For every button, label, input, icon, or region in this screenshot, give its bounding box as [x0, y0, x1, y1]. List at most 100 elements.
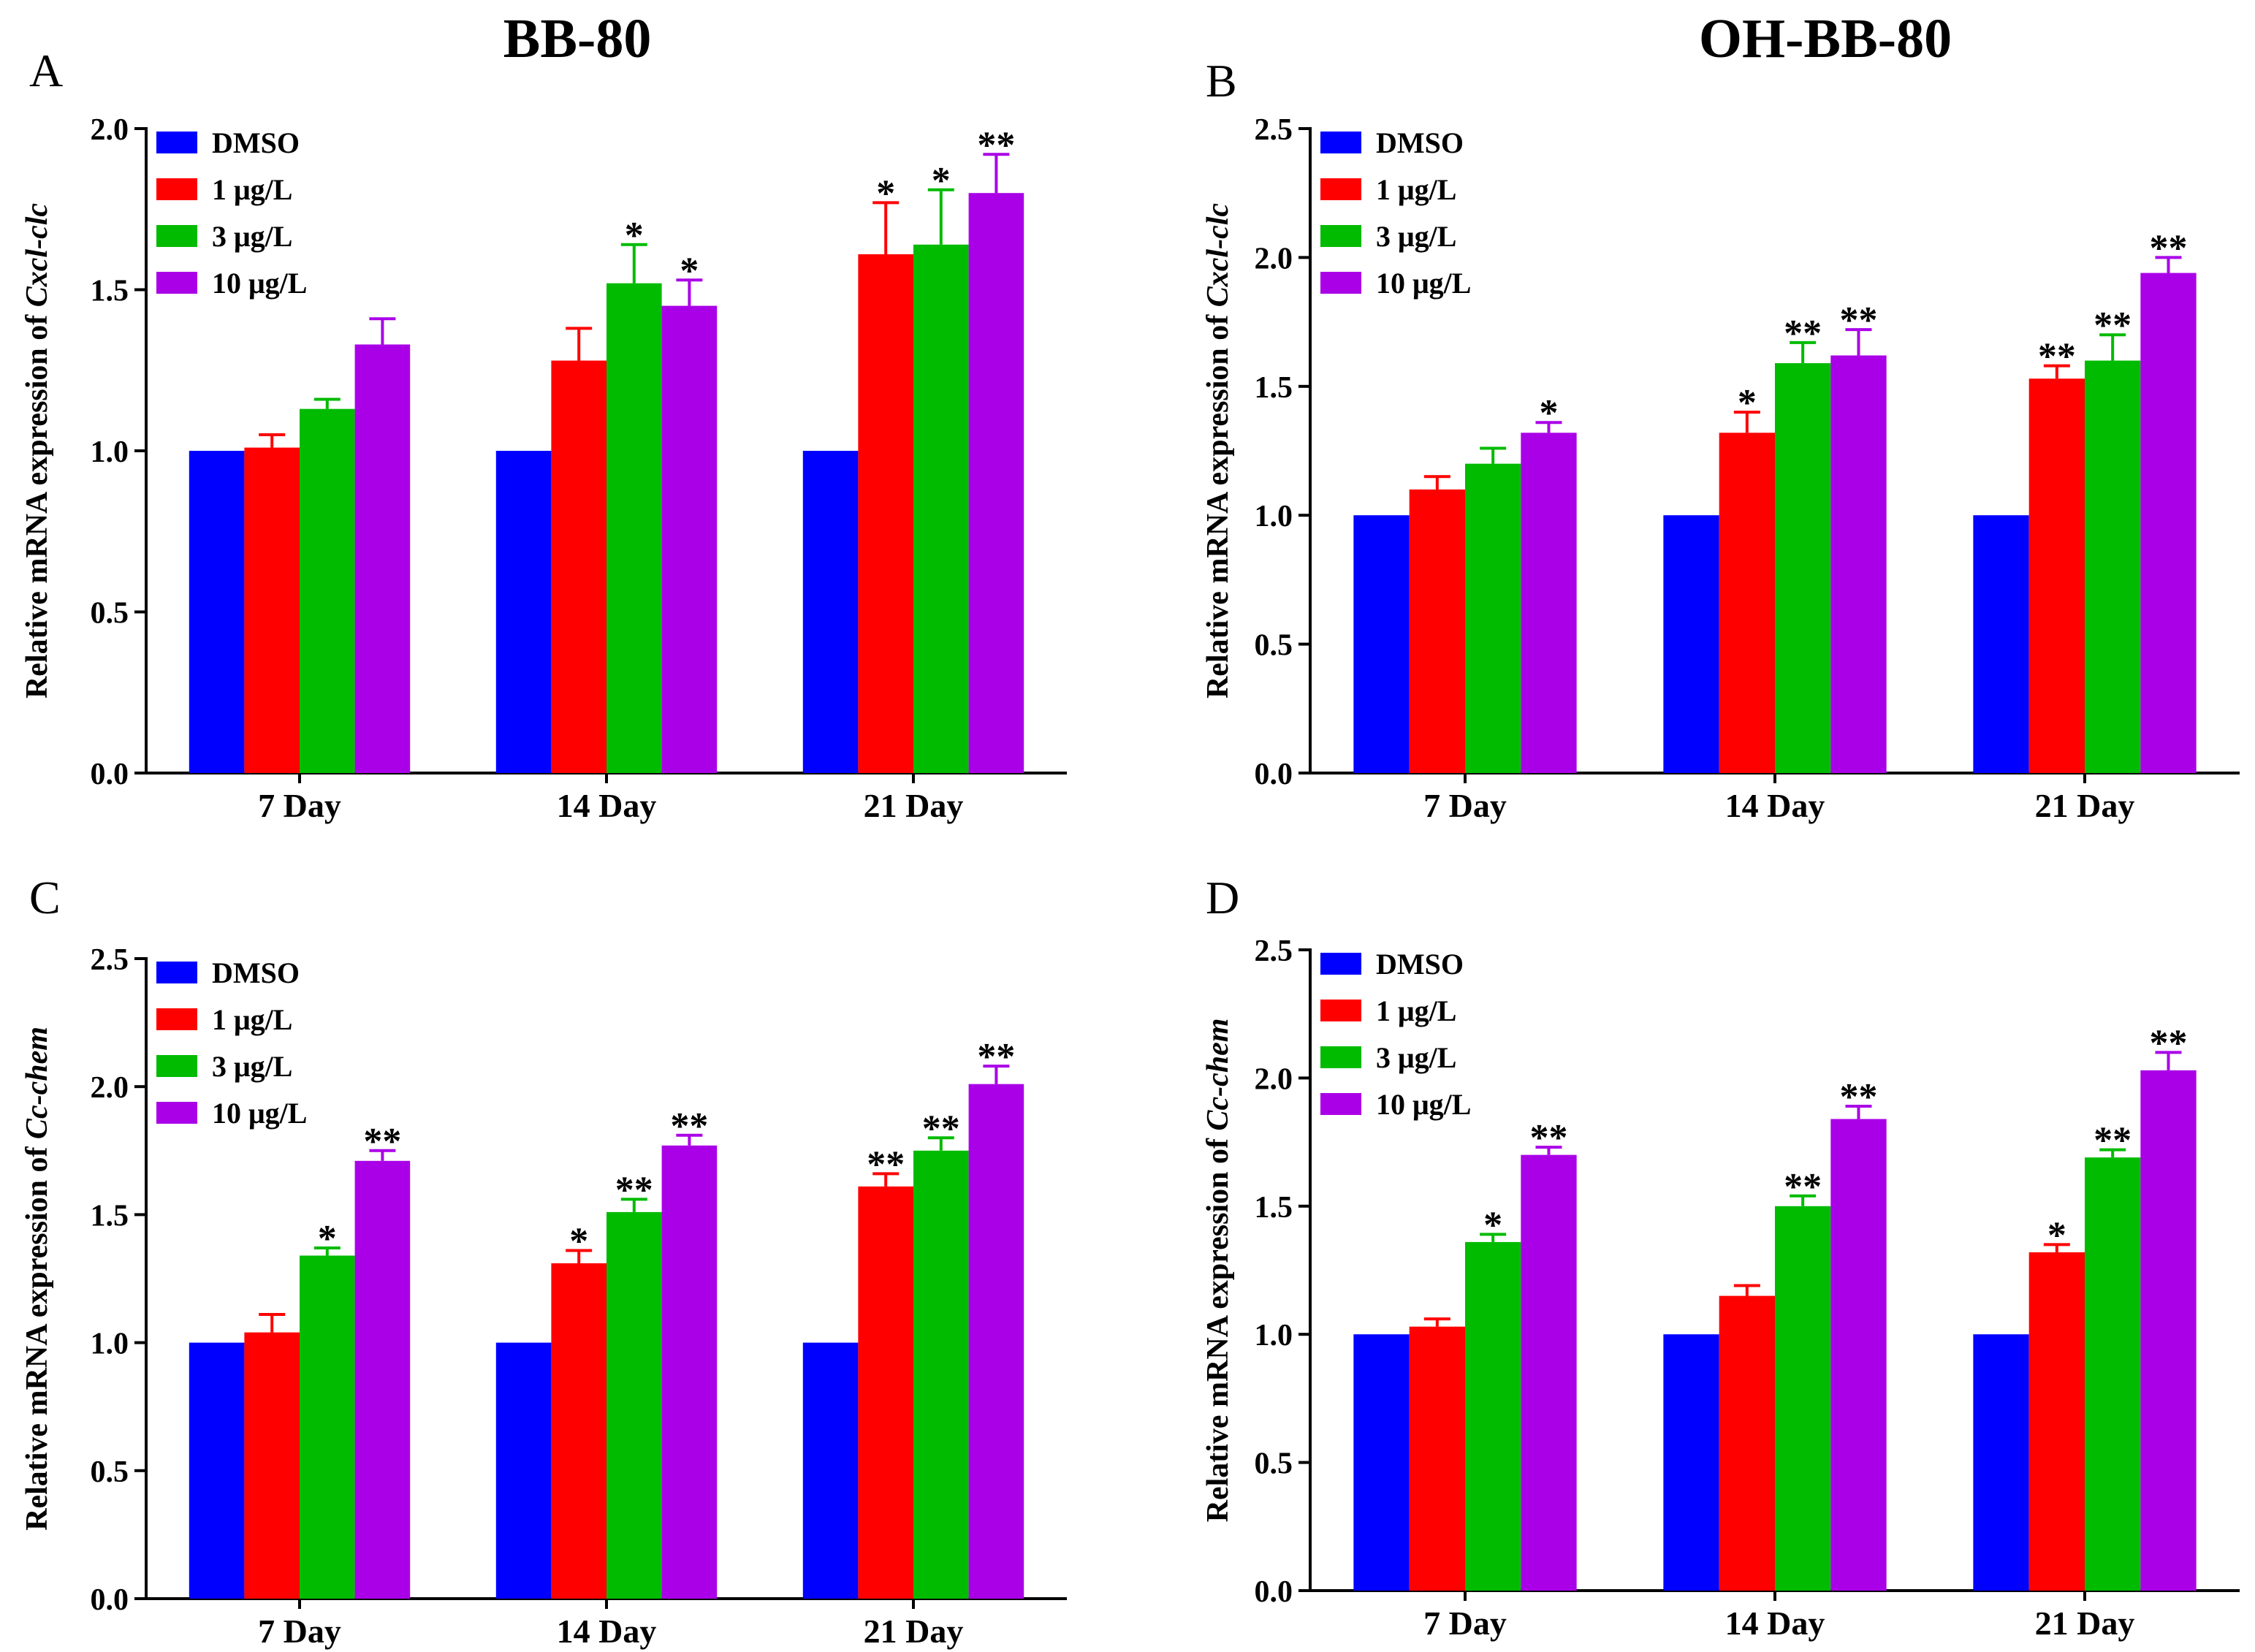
bar — [244, 1333, 300, 1599]
legend-label: DMSO — [212, 956, 300, 989]
y-axis-label: Relative mRNA expression of Cc-chem — [1201, 1019, 1235, 1523]
bar — [1521, 433, 1576, 773]
legend-swatch — [1320, 225, 1361, 247]
significance-marker: ** — [670, 1105, 708, 1147]
significance-marker: ** — [1784, 313, 1822, 354]
y-tick-label: 1.5 — [91, 1199, 129, 1233]
x-tick-label: 21 Day — [2035, 1605, 2135, 1642]
y-tick-label: 2.0 — [91, 113, 129, 147]
bar — [189, 1343, 245, 1599]
significance-marker: * — [625, 215, 644, 256]
significance-marker: * — [680, 250, 699, 292]
x-tick-label: 14 Day — [557, 787, 657, 824]
significance-marker: ** — [2149, 227, 2187, 269]
legend-label: 3 μg/L — [212, 220, 292, 253]
bar — [1719, 433, 1775, 773]
bar — [1830, 355, 1886, 773]
bar — [913, 1151, 969, 1599]
significance-marker: * — [1539, 392, 1558, 434]
legend-label: 1 μg/L — [1376, 994, 1456, 1027]
y-tick-label: 0.0 — [1255, 758, 1293, 791]
significance-marker: ** — [2038, 336, 2076, 378]
y-tick-label: 1.5 — [1255, 371, 1293, 405]
legend-swatch — [156, 1055, 197, 1077]
significance-marker: ** — [1839, 1076, 1877, 1118]
chart-panel-c: C Relative mRNA expression of Cc-chem 0.0 0… — [20, 872, 1067, 1650]
legend-label: DMSO — [212, 126, 300, 159]
x-tick-label: 14 Day — [557, 1613, 657, 1650]
significance-marker: ** — [1529, 1117, 1567, 1159]
bar — [496, 451, 552, 773]
y-tick-label: 0.5 — [91, 597, 129, 631]
significance-marker: * — [876, 172, 895, 214]
legend-swatch — [156, 132, 197, 153]
significance-marker: ** — [977, 124, 1015, 166]
legend-label: 10 μg/L — [212, 267, 307, 300]
y-tick-label: 1.5 — [1255, 1191, 1293, 1225]
x-tick-label: 7 Day — [258, 787, 341, 824]
significance-marker: ** — [867, 1143, 905, 1185]
x-tick-label: 7 Day — [1423, 1605, 1507, 1642]
bar — [1353, 1334, 1409, 1591]
y-tick-label: 2.5 — [1255, 113, 1293, 147]
bar — [2029, 1252, 2085, 1591]
legend-swatch — [156, 962, 197, 983]
legend-label: 1 μg/L — [212, 1003, 292, 1036]
significance-marker: ** — [2094, 1120, 2132, 1162]
panels: A Relative mRNA expression of Cxcl-clc 0.0… — [20, 45, 2240, 1650]
significance-marker: ** — [363, 1121, 401, 1162]
legend-swatch — [1320, 272, 1361, 294]
legend-label: DMSO — [1376, 948, 1464, 981]
y-axis-label: Relative mRNA expression of Cxcl-clc — [1201, 203, 1235, 699]
legend: DMSO 1 μg/L 3 μg/L 10 μg/L — [1320, 126, 1471, 300]
legend-label: 3 μg/L — [212, 1050, 292, 1083]
bar — [858, 1187, 913, 1599]
bar — [1410, 1327, 1465, 1591]
column-title-bb80: BB-80 — [503, 8, 652, 69]
significance-marker: * — [318, 1218, 337, 1260]
y-tick-label: 2.0 — [1255, 242, 1293, 275]
legend-label: 10 μg/L — [1376, 267, 1471, 300]
y-tick-label: 0.0 — [91, 1583, 129, 1617]
bar — [2140, 273, 2196, 773]
bar — [2029, 378, 2085, 773]
y-tick-label: 1.0 — [1255, 1319, 1293, 1352]
bar — [1775, 1206, 1830, 1591]
significance-marker: * — [1738, 382, 1757, 424]
y-tick-label: 0.5 — [1255, 629, 1293, 663]
bar — [969, 193, 1024, 773]
bar — [1830, 1119, 1886, 1591]
bar — [606, 283, 662, 773]
bar — [300, 409, 355, 773]
bar — [189, 451, 245, 773]
bar — [551, 361, 606, 773]
panel-letter: B — [1206, 55, 1237, 107]
bar — [551, 1263, 606, 1599]
legend-swatch — [1320, 1000, 1361, 1021]
significance-marker: ** — [2149, 1022, 2187, 1064]
y-tick-label: 0.0 — [91, 758, 129, 791]
bar — [1465, 464, 1521, 773]
bar — [300, 1255, 355, 1599]
bar — [2140, 1070, 2196, 1591]
bar — [355, 1161, 411, 1599]
legend-swatch — [1320, 178, 1361, 200]
bar — [913, 245, 969, 773]
panel-letter: D — [1206, 872, 1239, 924]
bar — [355, 344, 411, 773]
bar — [662, 1146, 718, 1599]
y-tick-label: 2.5 — [1255, 935, 1293, 968]
legend-swatch — [1320, 1046, 1361, 1068]
y-tick-label: 1.0 — [91, 435, 129, 469]
y-tick-label: 0.5 — [1255, 1447, 1293, 1481]
y-axis-label: Relative mRNA expression of Cxcl-clc — [20, 203, 54, 699]
legend-label: 1 μg/L — [1376, 173, 1456, 206]
y-tick-label: 0.0 — [1255, 1575, 1293, 1609]
significance-marker: ** — [1784, 1166, 1822, 1208]
y-tick-label: 1.5 — [91, 275, 129, 308]
y-axis-label: Relative mRNA expression of Cc-chem — [20, 1027, 54, 1531]
bar — [969, 1084, 1024, 1599]
panel-letter: C — [29, 872, 61, 924]
significance-marker: * — [2047, 1214, 2066, 1256]
legend-swatch — [156, 1102, 197, 1124]
